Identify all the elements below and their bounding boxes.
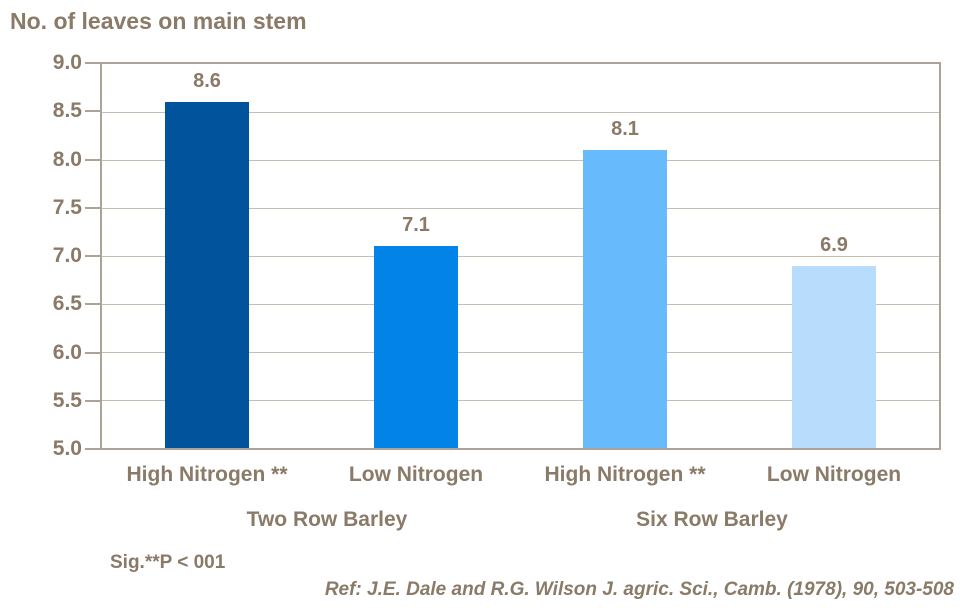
gridline — [102, 160, 939, 161]
y-axis-tick-label: 5.0 — [52, 437, 82, 460]
bar — [583, 150, 667, 448]
y-axis-tick-label: 7.0 — [52, 244, 82, 267]
y-axis-tick-label: 5.5 — [52, 389, 82, 412]
bar — [792, 266, 876, 448]
gridline — [102, 208, 939, 209]
gridline — [102, 400, 939, 401]
gridline — [102, 352, 939, 353]
y-axis-tick — [85, 303, 101, 305]
x-axis-category-label: Low Nitrogen — [348, 463, 484, 486]
y-axis-tick — [85, 400, 101, 402]
y-axis-tick-label: 9.0 — [52, 51, 82, 74]
bar — [165, 102, 249, 448]
bar-value-label: 8.1 — [611, 118, 639, 140]
y-axis-tick — [85, 62, 101, 64]
bar-value-label: 7.1 — [402, 214, 430, 236]
chart-title: No. of leaves on main stem — [10, 8, 307, 34]
significance-note: Sig.**P < 001 — [110, 552, 226, 573]
y-axis-tick — [85, 255, 101, 257]
x-axis-category-label: High Nitrogen ** — [126, 463, 288, 486]
y-axis-tick — [85, 159, 101, 161]
gridline — [102, 256, 939, 257]
y-axis-tick-label: 6.5 — [52, 292, 82, 315]
x-axis-group-label: Six Row Barley — [636, 508, 788, 531]
y-axis-tick — [85, 352, 101, 354]
x-axis-category-label: Low Nitrogen — [766, 463, 902, 486]
x-axis-category-label: High Nitrogen ** — [544, 463, 706, 486]
y-axis-tick — [85, 110, 101, 112]
gridline — [102, 112, 939, 113]
reference-note: Ref: J.E. Dale and R.G. Wilson J. agric.… — [324, 579, 954, 600]
y-axis-tick-label: 6.0 — [52, 341, 82, 364]
y-axis-tick — [85, 448, 101, 450]
x-axis-group-label: Two Row Barley — [246, 508, 408, 531]
y-axis-tick-label: 8.5 — [52, 99, 82, 122]
y-axis-tick-label: 8.0 — [52, 148, 82, 171]
bar — [374, 246, 458, 448]
plot-area: 8.6 7.1 8.1 6.9 — [100, 62, 941, 450]
bar-value-label: 6.9 — [820, 234, 848, 256]
y-axis-tick — [85, 207, 101, 209]
gridline — [102, 304, 939, 305]
y-axis-tick-label: 7.5 — [52, 196, 82, 219]
bar-value-label: 8.6 — [193, 70, 221, 92]
